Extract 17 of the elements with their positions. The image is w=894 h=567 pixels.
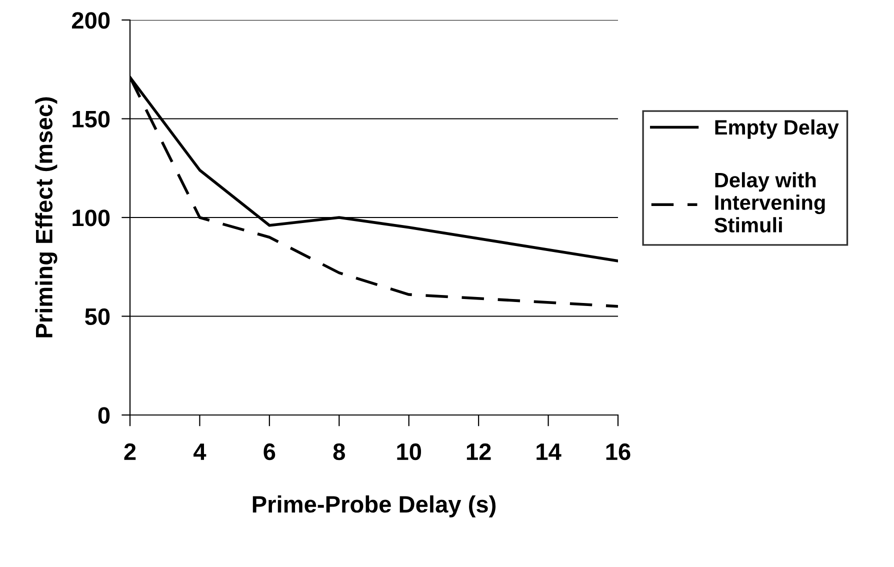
x-tick-label: 6: [264, 443, 276, 460]
y-tick-label: 50: [85, 308, 110, 326]
y-tick-label: 150: [72, 110, 110, 128]
x-tick-label: 2: [124, 443, 136, 460]
y-axis-title: Priming Effect (msec): [35, 97, 58, 338]
x-tick-label: 12: [466, 443, 491, 460]
x-tick-label: 14: [536, 444, 562, 460]
x-tick-label: 4: [194, 444, 206, 460]
x-tick-label: 16: [606, 443, 630, 460]
legend-label: Empty Delay: [715, 119, 839, 139]
legend-label: Delay with Intervening Stimuli: [714, 172, 825, 232]
x-axis-title: Prime-Probe Delay (s): [252, 495, 496, 518]
x-tick-label: 8: [333, 443, 345, 460]
y-tick-label: 0: [98, 407, 110, 424]
y-tick-label: 200: [72, 12, 110, 29]
y-tick-label: 100: [72, 210, 110, 226]
x-tick-label: 10: [397, 443, 422, 460]
